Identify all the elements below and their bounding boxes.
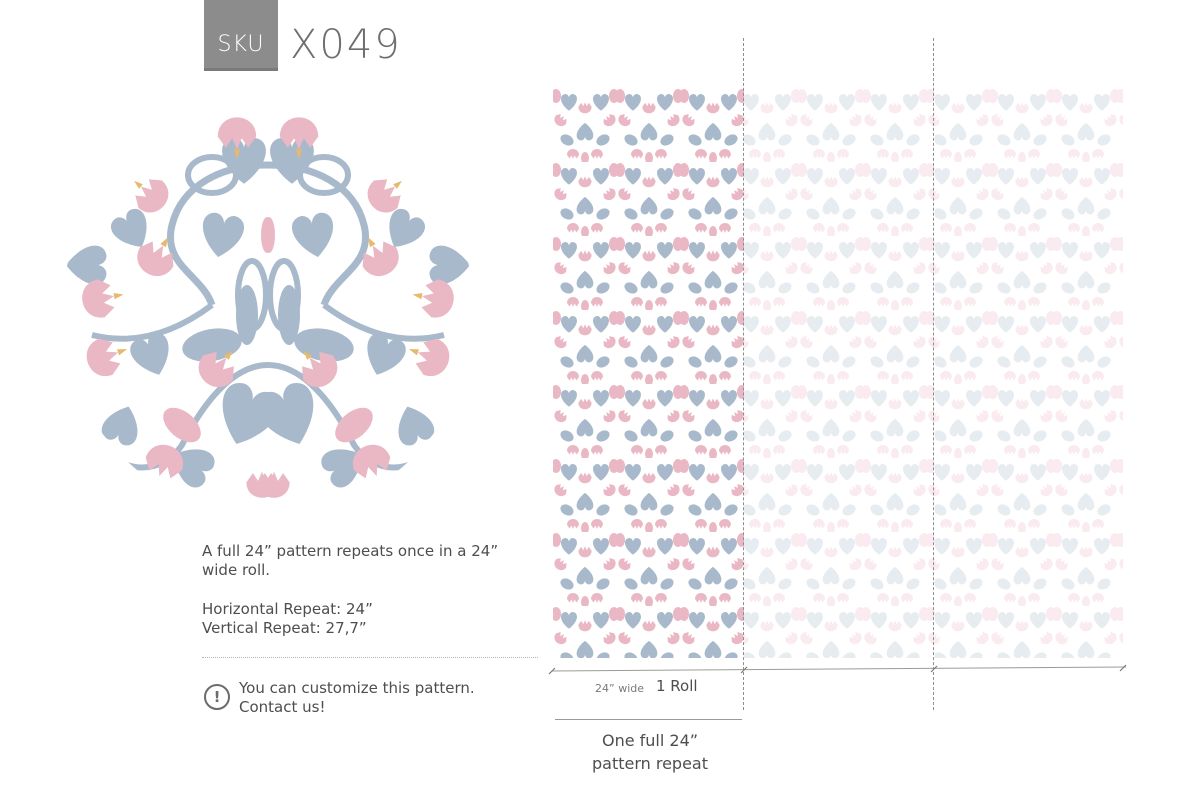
pattern-medallion: [62, 105, 474, 517]
roll-panel-2: [744, 88, 935, 658]
roll-label: 1 Roll: [656, 677, 698, 695]
customize-line-1: You can customize this pattern.: [239, 679, 475, 697]
contact-link[interactable]: Contact us!: [239, 698, 326, 716]
info-icon: !: [204, 684, 230, 710]
sku-code: X049: [290, 22, 402, 68]
customize-note[interactable]: You can customize this pattern. Contact …: [239, 679, 475, 717]
repeat-label-line-2: pattern repeat: [591, 754, 709, 773]
repeat-description: A full 24” pattern repeats once in a 24”…: [202, 542, 498, 580]
roll-panel-3: [935, 88, 1123, 658]
horizontal-repeat: Horizontal Repeat: 24”: [202, 600, 373, 618]
repeat-dimensions: Horizontal Repeat: 24” Vertical Repeat: …: [202, 600, 373, 638]
roll-panel-1: [553, 88, 744, 658]
sku-label: SKU: [217, 32, 265, 57]
roll-width-label: 24” wide: [595, 682, 644, 695]
vertical-repeat: Vertical Repeat: 27,7”: [202, 619, 367, 637]
repeat-label: One full 24” pattern repeat: [560, 729, 740, 775]
description-line-2: wide roll.: [202, 561, 271, 579]
description-line-1: A full 24” pattern repeats once in a 24”: [202, 542, 499, 560]
roll-guide-1: [743, 38, 744, 710]
roll-guide-2: [933, 38, 934, 710]
measurement-axis: [548, 664, 1127, 675]
divider: [202, 657, 538, 658]
repeat-bracket: [555, 719, 742, 720]
sku-badge: SKU: [204, 0, 278, 71]
repeat-label-line-1: One full 24”: [601, 731, 699, 750]
